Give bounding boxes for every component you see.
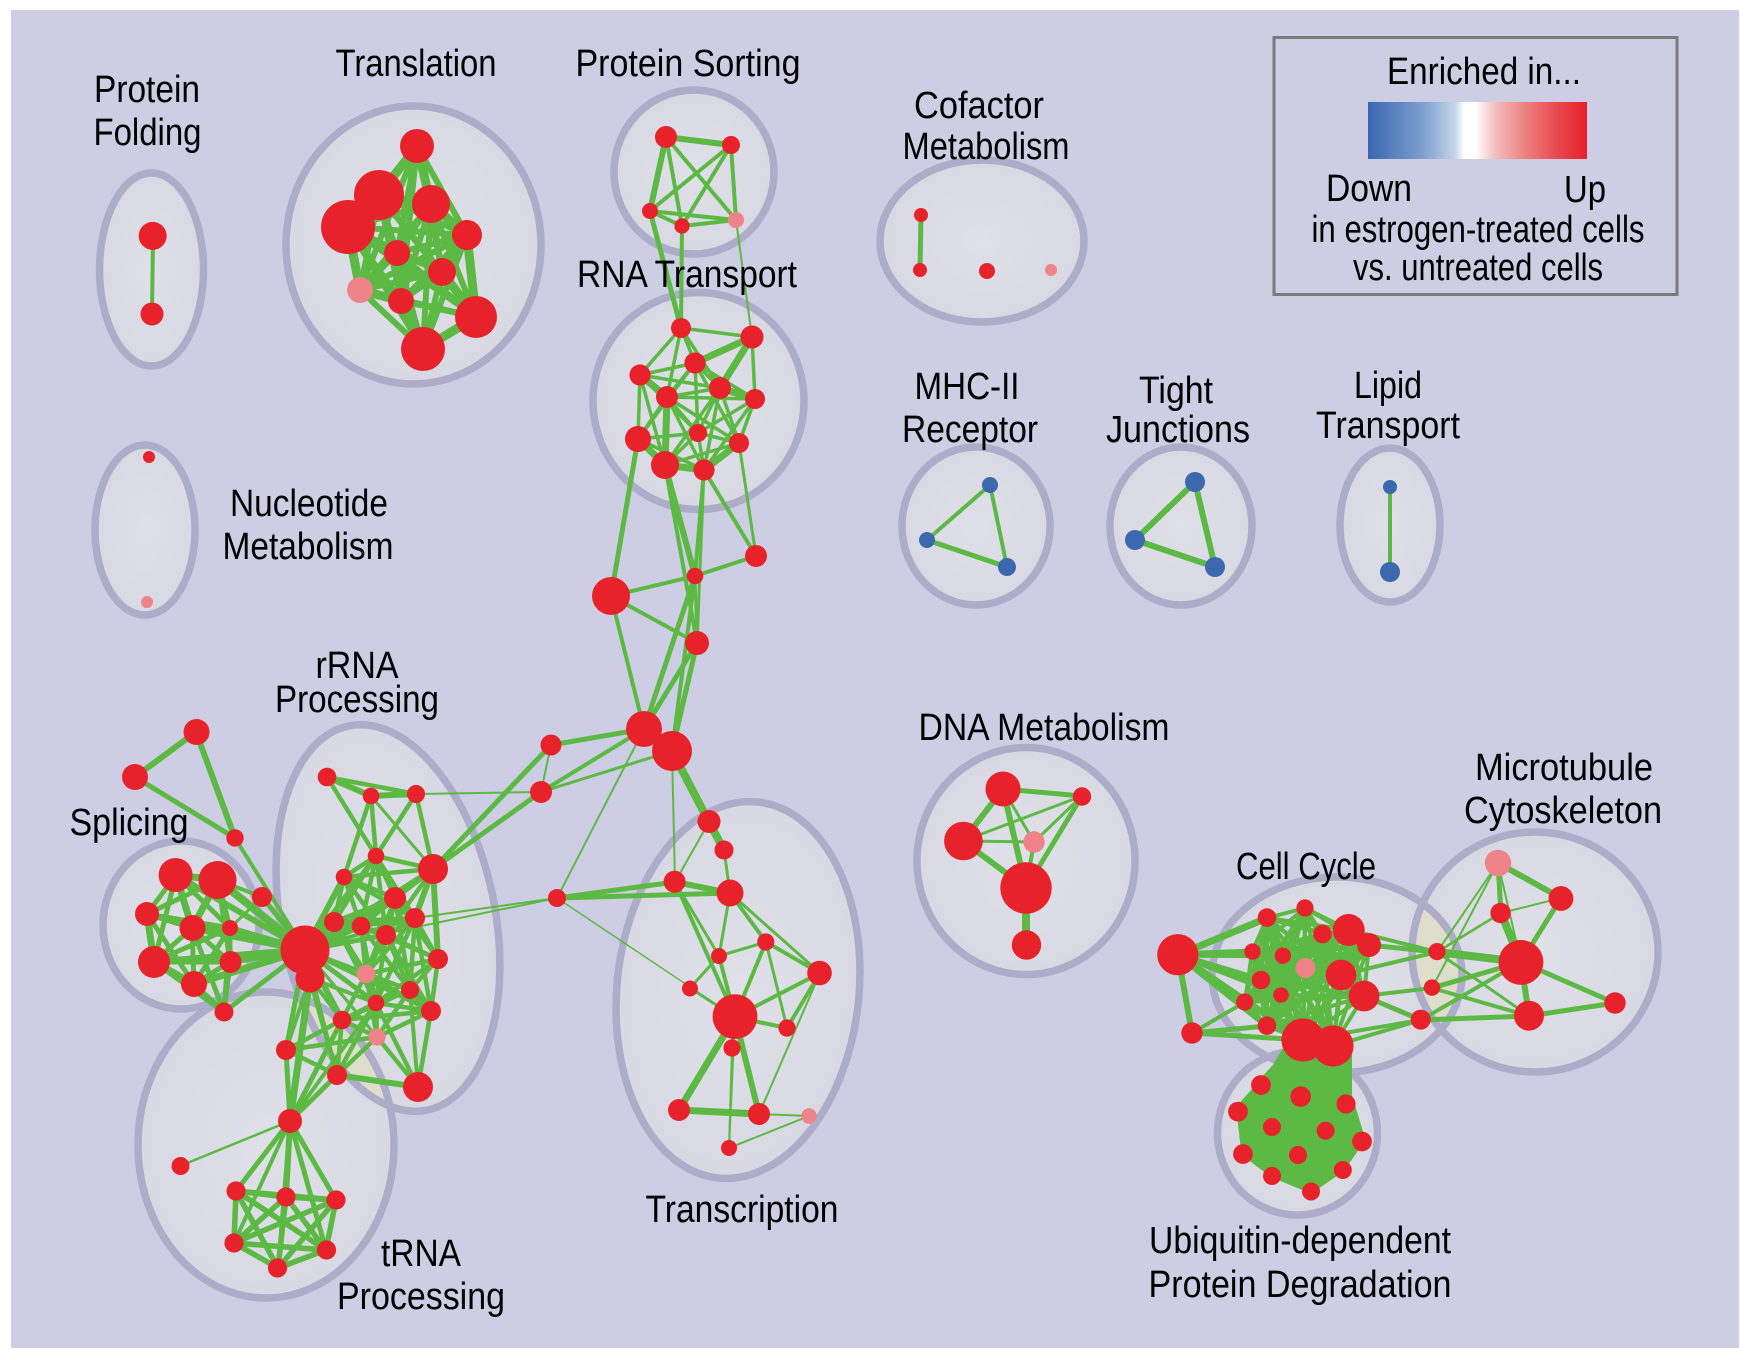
svg-text:Translation: Translation xyxy=(336,43,497,85)
svg-text:Junctions: Junctions xyxy=(1106,409,1250,451)
svg-text:Cell Cycle: Cell Cycle xyxy=(1236,846,1376,888)
svg-text:tRNA: tRNA xyxy=(381,1233,462,1275)
svg-text:Processing: Processing xyxy=(337,1276,505,1318)
svg-text:in estrogen-treated cells: in estrogen-treated cells xyxy=(1312,209,1645,251)
svg-text:Ubiquitin-dependent: Ubiquitin-dependent xyxy=(1149,1220,1451,1262)
svg-text:Cofactor: Cofactor xyxy=(914,85,1044,127)
svg-text:Transcription: Transcription xyxy=(646,1189,839,1231)
svg-text:Receptor: Receptor xyxy=(902,409,1038,451)
svg-text:Protein Degradation: Protein Degradation xyxy=(1149,1264,1452,1306)
svg-text:vs. untreated cells: vs. untreated cells xyxy=(1353,247,1603,289)
svg-text:RNA Transport: RNA Transport xyxy=(577,254,797,296)
svg-text:Transport: Transport xyxy=(1316,405,1460,447)
svg-text:Processing: Processing xyxy=(275,679,439,721)
svg-text:Protein: Protein xyxy=(94,69,200,111)
svg-text:Metabolism: Metabolism xyxy=(223,526,394,568)
svg-text:Tight: Tight xyxy=(1139,370,1213,412)
svg-text:Down: Down xyxy=(1326,168,1412,210)
svg-text:Up: Up xyxy=(1564,169,1606,211)
svg-text:Cytoskeleton: Cytoskeleton xyxy=(1464,790,1662,832)
svg-text:Metabolism: Metabolism xyxy=(903,126,1070,168)
svg-text:DNA Metabolism: DNA Metabolism xyxy=(919,707,1170,749)
svg-text:Folding: Folding xyxy=(94,112,202,154)
svg-text:Lipid: Lipid xyxy=(1354,365,1422,407)
svg-text:Enriched in...: Enriched in... xyxy=(1387,51,1581,93)
svg-text:Protein Sorting: Protein Sorting xyxy=(576,43,801,85)
svg-text:Splicing: Splicing xyxy=(70,802,189,844)
svg-text:Microtubule: Microtubule xyxy=(1475,747,1653,789)
svg-text:MHC-II: MHC-II xyxy=(915,366,1020,408)
svg-text:Nucleotide: Nucleotide xyxy=(230,483,388,525)
svg-text:rRNA: rRNA xyxy=(316,645,400,687)
